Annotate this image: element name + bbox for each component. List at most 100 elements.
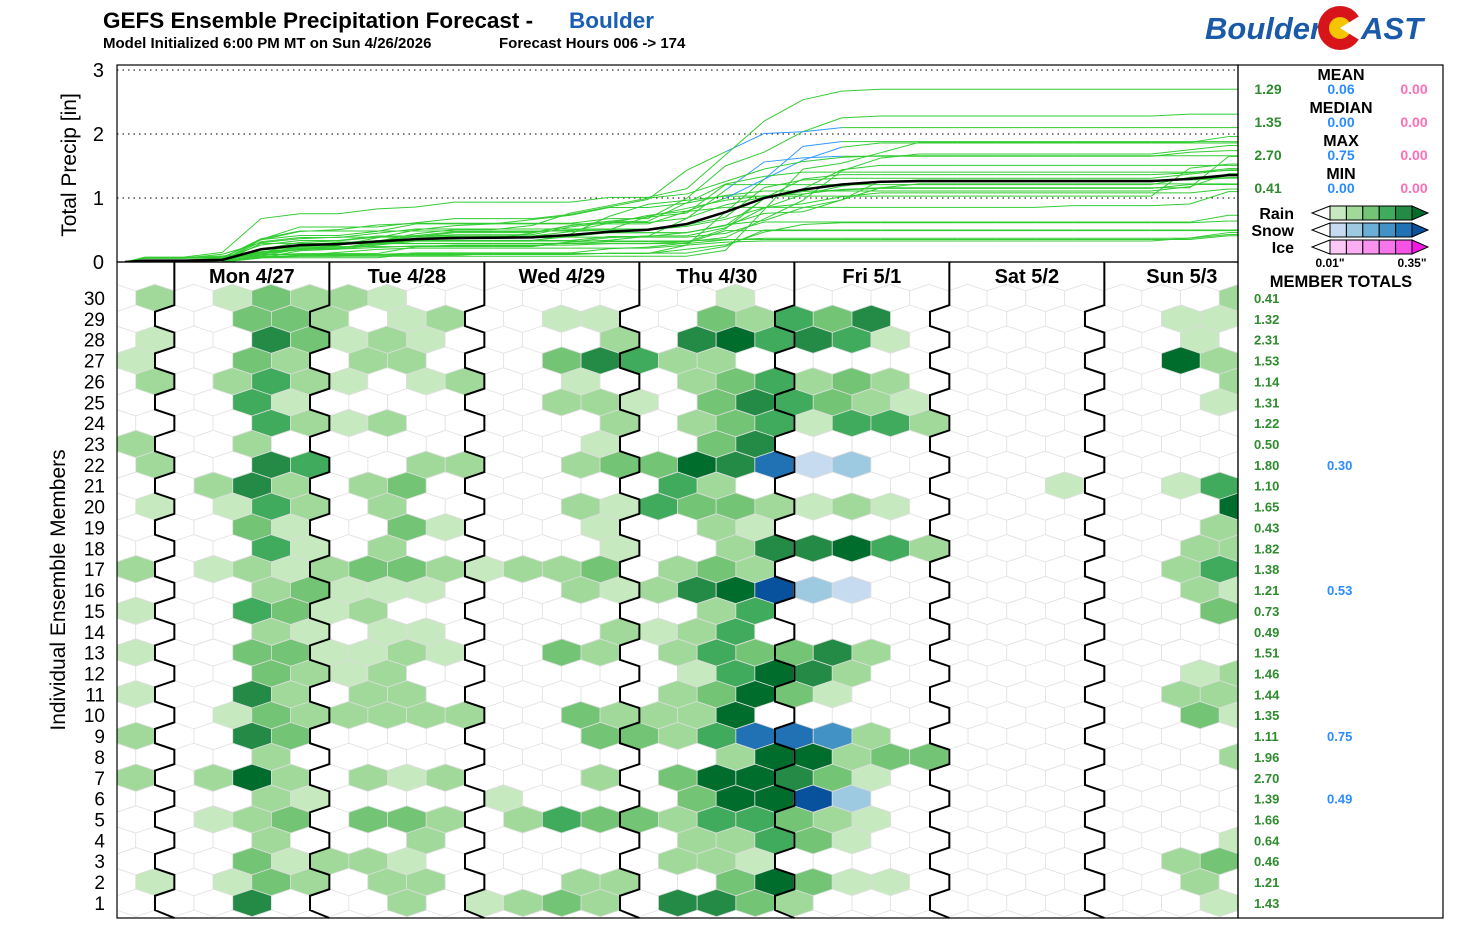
member-label: 4: [94, 831, 105, 852]
y-tick-label: 3: [93, 60, 104, 82]
member-line-segment: [222, 238, 262, 259]
member-rain-total: 0.49: [1254, 625, 1279, 640]
hex-cell: [117, 576, 137, 604]
member-line-segment: [648, 199, 687, 205]
y-tick-label: 2: [93, 124, 104, 146]
member-line-segment: [648, 244, 687, 249]
member-line-segment: [802, 222, 842, 225]
member-line-segment: [261, 240, 300, 246]
member-line-segment: [609, 214, 649, 224]
stat-ice-value: 0.00: [1400, 147, 1427, 163]
legend-min-arrow: [1310, 222, 1331, 238]
stat-ice-value: 0.00: [1400, 81, 1427, 97]
legend-swatch: [1362, 239, 1380, 255]
day-separator: [1084, 262, 1106, 919]
member-label: 24: [84, 414, 106, 435]
member-line-segment: [647, 188, 687, 198]
forecast-hours-text: Forecast Hours 006 -> 174: [499, 35, 686, 52]
member-line-segment: [338, 208, 378, 215]
member-line-segment: [261, 236, 300, 243]
member-line-segment: [1189, 188, 1229, 194]
member-line-segment: [222, 244, 262, 259]
member-rain-total: 1.51: [1254, 646, 1279, 661]
member-rain-total: 0.73: [1254, 604, 1279, 619]
member-line-segment: [725, 221, 765, 234]
member-line-segment: [415, 229, 455, 235]
member-line-segment: [686, 197, 726, 212]
stat-label-max: MAX: [1323, 133, 1359, 150]
member-line-segment: [648, 248, 687, 254]
member-line-segment: [648, 241, 687, 245]
snow-member-line-segment: [725, 132, 765, 153]
member-line-segment: [802, 196, 842, 205]
member-line-segment: [686, 239, 726, 245]
member-line-segment: [764, 211, 803, 214]
legend-min-label: 0.01": [1315, 256, 1344, 270]
member-line-segment: [377, 222, 416, 228]
hex-cell: [117, 868, 137, 896]
hex-cell: [1218, 617, 1238, 646]
member-line-segment: [841, 187, 881, 201]
member-label: 25: [84, 393, 105, 414]
member-line-segment: [1151, 149, 1190, 155]
member-label: 26: [84, 372, 105, 393]
legend-swatch: [1378, 222, 1397, 238]
member-line-segment: [1189, 177, 1229, 181]
member-line-segment: [377, 246, 416, 255]
day-label: Mon 4/27: [209, 266, 295, 288]
member-line-segment: [1189, 169, 1229, 173]
stat-ice-value: 0.00: [1400, 180, 1427, 196]
member-line-segment: [764, 161, 803, 170]
member-line-segment: [764, 207, 804, 222]
legend-swatch: [1345, 205, 1364, 221]
member-line-segment: [1189, 235, 1229, 241]
mean-line: [124, 173, 1238, 264]
member-line-segment: [261, 234, 300, 241]
snow-member-line-segment: [725, 161, 765, 191]
member-line-segment: [686, 183, 726, 204]
day-separator: [309, 262, 331, 919]
member-line-segment: [338, 230, 378, 236]
member-label: 14: [84, 623, 106, 644]
day-separator: [774, 262, 796, 919]
legend-swatch: [1345, 239, 1364, 255]
member-rain-total: 1.22: [1254, 416, 1279, 431]
member-line-segment: [648, 202, 687, 208]
member-line-segment: [531, 235, 571, 241]
member-line-segment: [454, 223, 494, 227]
member-line-segment: [338, 248, 378, 253]
member-line-segment: [261, 230, 300, 240]
member-line-segment: [570, 221, 610, 228]
member-line-segment: [260, 231, 300, 241]
member-snow-total: 0.53: [1327, 583, 1352, 598]
member-line-segment: [222, 255, 262, 261]
member-rain-total: 1.31: [1254, 395, 1279, 410]
member-line-segment: [725, 168, 765, 182]
stat-ice-value: 0.00: [1400, 114, 1427, 130]
stat-snow-value: 0.00: [1327, 180, 1354, 196]
legend-swatch: [1362, 222, 1380, 238]
member-line-segment: [764, 171, 803, 177]
snow-member-line-segment: [802, 127, 842, 133]
member-line-segment: [1189, 220, 1229, 224]
member-line-segment: [377, 252, 416, 259]
member-rain-total: 0.46: [1254, 854, 1279, 869]
member-line-segment: [299, 240, 339, 243]
member-line-segment: [648, 242, 687, 248]
member-line-segment: [570, 206, 610, 215]
member-line-segment: [531, 231, 571, 237]
member-line-segment: [841, 187, 881, 191]
hex-cell: [1218, 492, 1238, 521]
member-line-segment: [415, 201, 455, 208]
member-line-segment: [686, 204, 726, 219]
member-line-segment: [686, 184, 726, 214]
hex-cell: [1218, 534, 1238, 563]
member-line-segment: [725, 178, 765, 213]
member-line-segment: [531, 225, 571, 234]
member-rain-total: 1.53: [1254, 354, 1279, 369]
day-separator: [464, 262, 486, 919]
member-rain-total: 0.41: [1254, 291, 1279, 306]
legend-max-arrow: [1411, 222, 1430, 238]
legend-colorbar-snow: [1310, 222, 1430, 238]
hex-cell: [1218, 367, 1238, 396]
